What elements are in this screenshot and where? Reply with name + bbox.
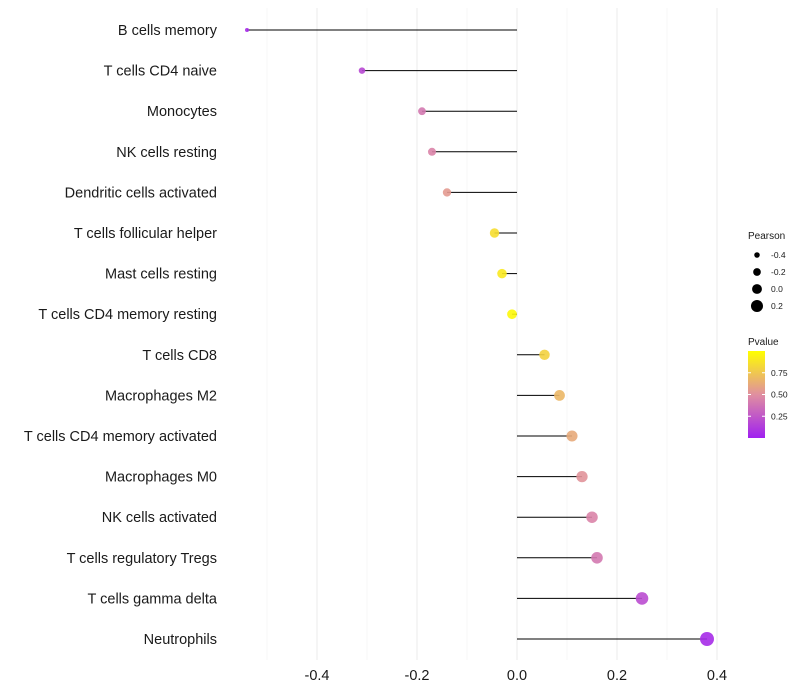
size-legend-key (750, 299, 764, 313)
size-legend-label: 0.0 (771, 284, 783, 294)
color-legend-label: 0.75 (771, 368, 788, 378)
y-category-label: Mast cells resting (105, 267, 217, 283)
lollipop-point (358, 67, 366, 74)
size-legend-key (752, 284, 762, 294)
y-category-label: Dendritic cells activated (65, 185, 217, 201)
x-axis: -0.4 -0.2 0.0 0.2 0.4 (305, 668, 728, 684)
y-category-label: T cells regulatory Tregs (67, 551, 217, 567)
y-category-label: B cells memory (118, 23, 218, 39)
y-category-label: Macrophages M0 (105, 470, 217, 486)
y-category-label: T cells gamma delta (88, 591, 218, 607)
y-category-label: Monocytes (147, 104, 217, 120)
lollipop-point (635, 592, 649, 605)
lollipop-point (497, 268, 507, 279)
lollipop-point (700, 632, 714, 646)
size-legend-label: -0.4 (771, 250, 786, 260)
x-tick-label: -0.4 (305, 668, 330, 684)
color-legend: Pvalue 0.75 0.50 0.25 (748, 337, 788, 438)
y-category-label: T cells follicular helper (74, 226, 217, 242)
grid (266, 8, 718, 660)
size-legend-key (753, 268, 761, 276)
lollipop-point (489, 228, 500, 238)
lollipop-point (591, 551, 603, 564)
y-category-label: T cells CD4 memory activated (24, 429, 217, 445)
lollipop-point (427, 147, 437, 156)
color-legend-label: 0.25 (771, 411, 788, 421)
size-legend: Pearson -0.4 -0.2 0.0 0.2 (748, 231, 786, 313)
color-legend-label: 0.50 (771, 390, 788, 400)
lollipop-point (554, 390, 565, 401)
lollipop-point (507, 309, 517, 320)
color-legend-title: Pvalue (748, 337, 779, 348)
lollipop-point (442, 188, 452, 197)
y-category-label: T cells CD4 memory resting (38, 307, 217, 323)
color-bar (748, 351, 765, 438)
lollipops: B cells memory T cells CD4 naive Monocytes… (24, 23, 714, 648)
y-category-label: T cells CD8 (142, 348, 217, 364)
x-tick-label: 0.2 (607, 668, 627, 684)
y-category-label: NK cells resting (116, 145, 217, 161)
lollipop-point (566, 430, 578, 442)
x-tick-label: 0.0 (507, 668, 527, 684)
lollipop-point (418, 107, 426, 116)
size-legend-label: 0.2 (771, 301, 783, 311)
y-category-label: Neutrophils (144, 632, 217, 648)
lollipop-point (245, 28, 249, 32)
lollipop-point (576, 470, 588, 483)
y-category-label: NK cells activated (102, 510, 217, 526)
size-legend-title: Pearson (748, 231, 785, 242)
lollipop-point (539, 349, 550, 361)
x-tick-label: -0.2 (405, 668, 430, 684)
y-category-label: Macrophages M2 (105, 388, 217, 404)
size-legend-key (754, 252, 760, 258)
y-category-label: T cells CD4 naive (104, 64, 217, 80)
lollipop-point (586, 511, 598, 523)
x-tick-label: 0.4 (707, 668, 727, 684)
size-legend-label: -0.2 (771, 267, 786, 277)
